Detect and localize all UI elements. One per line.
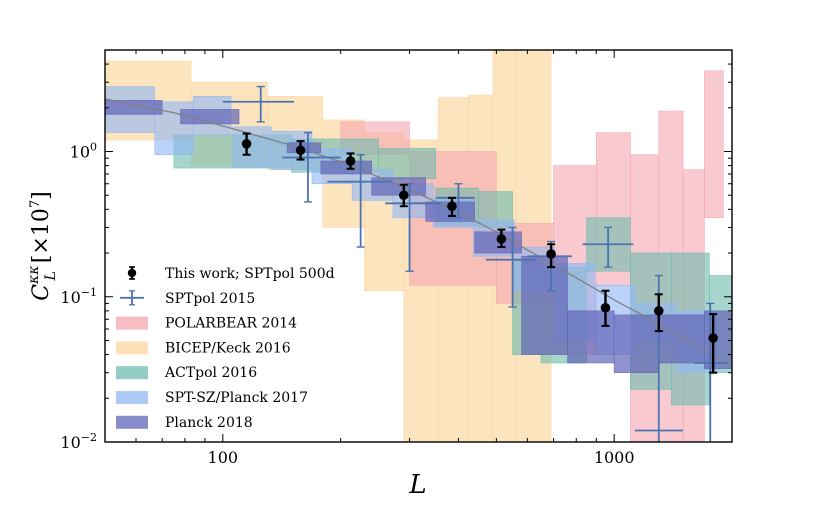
this-work-point: [447, 196, 457, 217]
y-axis-title-units-exponent: 7: [28, 200, 43, 208]
plot-frame: [104, 49, 733, 443]
y-axis-title-units: [×10: [29, 208, 54, 263]
svg-text:BICEP/Keck 2016: BICEP/Keck 2016: [165, 340, 291, 356]
planck-2018-box: [521, 255, 568, 355]
sptpol-2015-point: [385, 183, 441, 272]
svg-text:SPT-SZ/Planck 2017: SPT-SZ/Planck 2017: [165, 390, 308, 406]
legend-entry-actpol-2016: ACTpol 2016: [116, 365, 257, 381]
x-tick-label: 1000: [594, 448, 635, 467]
axis-ticks: 100 1000 10−2 10−1 100: [60, 49, 733, 467]
y-axis-title-main: C: [29, 284, 54, 301]
svg-text:This work; SPTpol 500d: This work; SPTpol 500d: [165, 266, 335, 282]
legend-entry-this-work-sptpol-500d: This work; SPTpol 500d: [127, 266, 335, 282]
planck-2018-box: [704, 310, 732, 369]
x-tick-label: 100: [208, 448, 239, 467]
this-work-point: [496, 228, 507, 249]
y-tick-label: 100: [70, 141, 97, 162]
legend-entry-polarbear-2014: POLARBEAR 2014: [116, 316, 297, 332]
this-work-point: [546, 243, 556, 269]
y-tick-label: 10−1: [60, 286, 97, 307]
planck-2018-box: [105, 100, 163, 115]
planck-2018-box: [180, 109, 240, 125]
polarbear-2014-box: [704, 70, 724, 219]
legend-entry-planck-2018: Planck 2018: [116, 415, 253, 431]
this-work-point: [241, 132, 252, 156]
this-work-point: [653, 293, 664, 333]
planck-2018-box: [613, 314, 660, 374]
svg-text:SPTpol 2015: SPTpol 2015: [165, 291, 255, 307]
planck-2018-box: [567, 310, 615, 364]
sptpol-2015-point: [327, 154, 392, 248]
svg-text:ACTpol 2016: ACTpol 2016: [164, 365, 257, 381]
y-axis-title-subscript: L: [43, 271, 59, 281]
sptpol-2015-point: [485, 226, 536, 308]
legend: This work; SPTpol 500d SPTpol 2015 POLARBE…: [116, 266, 335, 431]
sptpol-2015-point: [222, 85, 294, 123]
y-axis-title-superscript: κκ: [26, 265, 42, 284]
x-axis-title: L: [408, 470, 426, 500]
this-work-point: [600, 289, 611, 327]
this-work-point: [398, 183, 409, 208]
legend-entry-sptpol-2015: SPTpol 2015: [120, 290, 255, 307]
this-work-point: [708, 313, 718, 374]
this-work-points-layer: [241, 132, 718, 374]
svg-text:CκκL[×107]: CκκL [×107]: [26, 191, 59, 300]
this-work-point: [295, 140, 306, 161]
svg-text:POLARBEAR 2014: POLARBEAR 2014: [165, 316, 297, 332]
bandpower-boxes-layer: [105, 50, 732, 442]
planck-2018-box: [658, 314, 705, 364]
this-work-point: [345, 152, 356, 170]
sptpol-2015-point: [282, 131, 341, 203]
y-tick-label: 10−2: [60, 431, 97, 452]
theory-curve-layer: [105, 98, 732, 368]
svg-text:Planck 2018: Planck 2018: [165, 415, 253, 431]
sptpol-2015-point: [582, 226, 634, 268]
spt-sz-planck-2017-box: [232, 126, 272, 168]
legend-entry-bicep-keck-2016: BICEP/Keck 2016: [116, 340, 291, 356]
legend-entry-spt-sz-planck-2017: SPT-SZ/Planck 2017: [116, 390, 308, 406]
y-axis-title: CκκL [×107]: [26, 191, 59, 300]
theory-curve: [105, 98, 732, 368]
y-axis-title-units-close: ]: [29, 191, 54, 200]
